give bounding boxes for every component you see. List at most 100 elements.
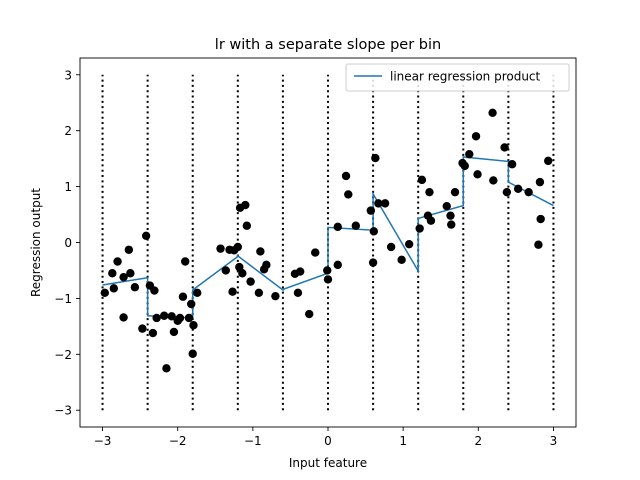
data-point xyxy=(221,266,230,275)
data-point xyxy=(380,199,390,208)
data-point xyxy=(188,349,197,358)
data-point xyxy=(417,175,427,185)
data-point xyxy=(138,324,147,333)
x-tick-label: 1 xyxy=(399,434,407,448)
data-point xyxy=(119,313,128,322)
data-point xyxy=(535,177,545,187)
data-point xyxy=(513,184,523,194)
data-point xyxy=(119,272,128,282)
data-point xyxy=(471,132,481,141)
data-point xyxy=(108,269,117,278)
data-point xyxy=(193,288,202,298)
data-point xyxy=(175,313,185,323)
legend-label-linear-regression-product: linear regression product xyxy=(390,70,541,84)
data-point xyxy=(187,299,196,309)
data-point xyxy=(333,260,342,270)
y-tick-label: −3 xyxy=(54,404,72,418)
data-point xyxy=(100,288,110,298)
data-point xyxy=(311,248,320,257)
x-tick-label: −3 xyxy=(94,434,112,448)
data-point xyxy=(446,211,455,220)
data-point xyxy=(450,187,460,197)
data-point xyxy=(167,312,176,321)
data-point xyxy=(543,156,553,166)
data-point xyxy=(228,287,237,296)
data-point xyxy=(341,171,351,181)
legend-box xyxy=(345,63,570,92)
data-point xyxy=(295,267,305,276)
data-point xyxy=(366,206,376,215)
x-tick-label: 3 xyxy=(550,434,558,448)
data-point xyxy=(233,242,243,252)
data-point xyxy=(150,286,159,295)
data-point xyxy=(426,216,436,225)
data-point xyxy=(271,291,280,301)
y-tick-label: −1 xyxy=(54,292,72,306)
chart-title: lr with a separate slope per bin xyxy=(215,37,441,53)
data-point xyxy=(447,220,456,229)
data-point xyxy=(534,240,543,249)
data-point xyxy=(460,161,469,171)
data-point xyxy=(415,224,424,233)
data-point xyxy=(293,288,303,298)
data-point xyxy=(189,321,198,330)
y-tick-label: −2 xyxy=(54,348,72,362)
data-point xyxy=(262,260,271,270)
data-point xyxy=(241,200,250,210)
data-point xyxy=(169,327,179,337)
data-point xyxy=(178,292,188,301)
data-point xyxy=(124,245,134,254)
data-point xyxy=(184,313,194,323)
legend: linear regression product xyxy=(345,63,570,92)
data-point xyxy=(216,244,225,253)
data-point xyxy=(397,255,406,265)
x-tick-label: −2 xyxy=(169,434,187,448)
data-point xyxy=(507,160,517,169)
x-tick-label: −1 xyxy=(244,434,262,448)
data-point xyxy=(500,143,509,152)
data-point xyxy=(404,239,414,249)
x-axis-label: Input feature xyxy=(289,456,367,470)
y-tick-label: 0 xyxy=(64,236,72,250)
data-point xyxy=(162,364,171,373)
data-point xyxy=(442,201,451,211)
data-point xyxy=(536,214,545,224)
data-point xyxy=(333,222,342,232)
data-point xyxy=(323,266,332,275)
data-point xyxy=(109,284,119,293)
axes: −3 −2 −1 0 1 2 3 −3 −2 −1 0 1 2 3 xyxy=(54,68,557,448)
data-point xyxy=(386,242,396,252)
data-point xyxy=(351,221,361,230)
data-point xyxy=(488,108,497,117)
data-point xyxy=(242,221,252,230)
data-point xyxy=(371,153,380,163)
data-point xyxy=(465,149,474,159)
data-point xyxy=(148,328,158,338)
data-point xyxy=(181,257,190,266)
data-point xyxy=(246,277,255,286)
data-point xyxy=(152,313,161,323)
data-point xyxy=(473,170,482,179)
data-point xyxy=(113,257,122,266)
data-point xyxy=(368,258,378,267)
data-point xyxy=(425,187,434,197)
data-point xyxy=(238,269,247,278)
data-point xyxy=(254,288,264,298)
data-point xyxy=(130,283,140,292)
y-tick-label: 2 xyxy=(64,124,72,138)
data-point xyxy=(374,199,383,208)
data-point xyxy=(305,309,314,319)
data-point xyxy=(369,227,379,236)
x-tick-label: 0 xyxy=(324,434,332,448)
plot-area xyxy=(100,74,555,411)
data-point xyxy=(159,311,169,320)
y-axis-label: Regression output xyxy=(29,188,43,297)
y-tick-label: 3 xyxy=(64,68,72,82)
data-point xyxy=(489,176,498,185)
y-tick-label: 1 xyxy=(64,180,72,194)
data-point xyxy=(323,275,333,284)
data-point xyxy=(141,231,151,240)
data-point xyxy=(344,190,353,199)
data-point xyxy=(502,187,512,197)
